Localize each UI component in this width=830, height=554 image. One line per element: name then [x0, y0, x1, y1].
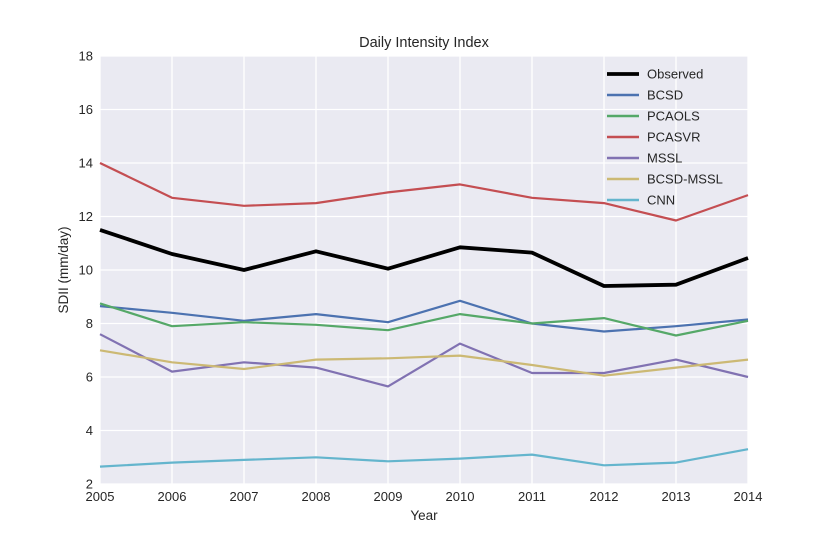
- y-tick-label: 12: [79, 209, 93, 224]
- legend-item-bcsd: BCSD: [647, 88, 683, 103]
- legend-item-observed: Observed: [647, 67, 703, 82]
- series-line-cnn: [99, 448, 749, 468]
- series-line-observed: [99, 228, 749, 288]
- x-tick-label: 2005: [86, 489, 115, 504]
- x-tick-label: 2006: [158, 489, 187, 504]
- chart-title: Daily Intensity Index: [359, 35, 490, 51]
- series-line-bcsd: [99, 299, 749, 333]
- y-tick-label: 6: [86, 370, 93, 385]
- y-tick-label: 18: [79, 49, 93, 64]
- y-axis-label: SDII (mm/day): [56, 226, 71, 313]
- series-line-pcaols: [99, 302, 749, 337]
- series-line-bcsd-mssl: [99, 349, 749, 377]
- series-line-mssl: [99, 333, 749, 388]
- y-tick-label: 14: [79, 156, 93, 171]
- x-axis-label: Year: [410, 508, 438, 523]
- y-tick-label: 16: [79, 102, 93, 117]
- legend-item-pcasvr: PCASVR: [647, 130, 700, 145]
- x-tick-label: 2008: [302, 489, 331, 504]
- x-tick-label: 2007: [230, 489, 259, 504]
- x-tick-label: 2013: [662, 489, 691, 504]
- series-line-pcasvr: [99, 162, 749, 222]
- legend-item-mssl: MSSL: [647, 151, 682, 166]
- x-tick-label: 2011: [518, 489, 546, 504]
- x-tick-label: 2009: [374, 489, 403, 504]
- y-tick-label: 4: [86, 423, 93, 438]
- x-tick-label: 2010: [446, 489, 475, 504]
- legend-item-bcsd-mssl: BCSD-MSSL: [647, 172, 723, 187]
- y-tick-label: 2: [86, 477, 93, 492]
- legend-item-cnn: CNN: [647, 193, 675, 208]
- x-tick-label: 2014: [734, 489, 763, 504]
- y-tick-label: 10: [79, 263, 93, 278]
- x-tick-label: 2012: [590, 489, 619, 504]
- legend-item-pcaols: PCAOLS: [647, 109, 700, 124]
- y-tick-label: 8: [86, 316, 93, 331]
